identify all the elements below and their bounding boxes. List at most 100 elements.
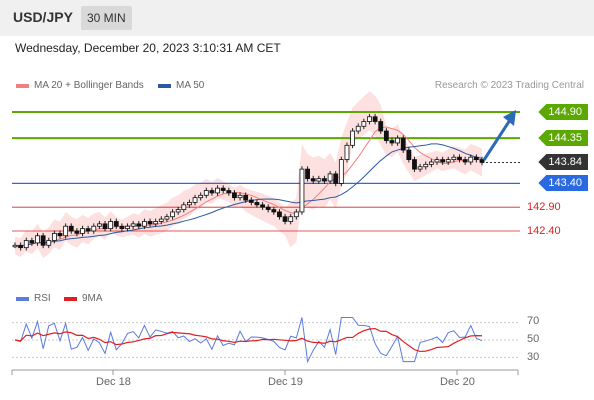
candle-body xyxy=(40,235,46,246)
candle-body xyxy=(457,156,462,161)
candle-body xyxy=(395,137,401,144)
ma50-swatch xyxy=(158,84,171,88)
candle-body xyxy=(130,223,136,227)
candle-body xyxy=(175,209,181,213)
candle-body xyxy=(338,159,344,184)
candle-body xyxy=(333,173,339,184)
candle-body xyxy=(215,187,220,194)
candle-body xyxy=(113,221,119,227)
candle-body xyxy=(260,204,265,208)
x-tick-dec19: Dec 19 xyxy=(268,376,303,388)
candle-body xyxy=(51,232,57,241)
forecast-arrow-head xyxy=(503,110,516,126)
pivot-label: 143.40 xyxy=(538,175,588,191)
candle-body xyxy=(187,202,192,206)
candle-body xyxy=(57,232,63,237)
candle-body xyxy=(91,225,97,232)
candle-body xyxy=(434,159,440,163)
candle-body xyxy=(12,244,18,248)
candle-body xyxy=(378,121,384,132)
candle-body xyxy=(232,192,237,199)
candle-body xyxy=(288,216,294,222)
candle-body xyxy=(125,225,130,230)
candle-body xyxy=(440,159,446,163)
symbol-title: USD/JPY xyxy=(13,9,73,25)
candle-body xyxy=(102,223,108,230)
candle-body xyxy=(198,194,204,199)
candle-body xyxy=(406,149,412,161)
candle-body xyxy=(226,190,232,194)
candle-body xyxy=(170,211,175,218)
candle-body xyxy=(462,159,468,163)
candle-body xyxy=(85,228,91,232)
candle-body xyxy=(209,190,215,194)
ma20-swatch xyxy=(16,84,29,88)
resistance-2-label: 144.90 xyxy=(538,104,588,120)
candle-body xyxy=(237,194,243,199)
x-tick-dec20: Dec 20 xyxy=(440,376,475,388)
ma20-legend: MA 20 + Bollinger Bands xyxy=(34,80,144,91)
bollinger-band xyxy=(15,91,482,259)
candle-body xyxy=(203,190,209,196)
candle-body xyxy=(350,130,355,146)
candle-body xyxy=(147,221,153,225)
candle-body xyxy=(322,178,327,182)
resistance-1-label: 144.35 xyxy=(538,130,588,146)
candle-body xyxy=(468,156,474,163)
rsi-level-30: 30 xyxy=(527,351,540,363)
ma50-legend: MA 50 xyxy=(176,80,205,91)
candle-body xyxy=(305,168,310,180)
candle-body xyxy=(23,240,29,249)
candle-body xyxy=(220,187,226,191)
candle-body xyxy=(158,218,164,222)
timeframe-badge[interactable]: 30 MIN xyxy=(81,6,132,30)
candle-body xyxy=(355,125,361,132)
rsi-line xyxy=(14,316,483,364)
candle-body xyxy=(18,244,24,249)
candle-body xyxy=(400,137,406,151)
candle-body xyxy=(479,159,485,163)
candle-body xyxy=(46,240,52,246)
candle-body xyxy=(271,209,277,213)
candle-body xyxy=(119,225,125,230)
candle-body xyxy=(74,230,80,234)
ma9-legend: 9MA xyxy=(82,293,103,304)
candle-body xyxy=(361,121,367,127)
header-bar: USD/JPY 30 MIN xyxy=(0,0,594,36)
rsi-level-70: 70 xyxy=(527,315,540,327)
timestamp: Wednesday, December 20, 2023 3:10:31 AM … xyxy=(15,41,281,55)
candle-body xyxy=(265,206,271,210)
support-2-label: 142.40 xyxy=(527,225,561,237)
research-credit: Research © 2023 Trading Central xyxy=(434,80,584,91)
candle-body xyxy=(327,173,333,182)
candle-body xyxy=(254,202,260,206)
candle-body xyxy=(136,223,142,227)
candle-body xyxy=(153,221,159,225)
candle-body xyxy=(80,228,85,234)
candle-body xyxy=(423,163,429,168)
candle-body xyxy=(417,166,423,170)
candle-body xyxy=(445,159,451,163)
candle-body xyxy=(29,240,35,244)
last-price-label: 143.84 xyxy=(538,154,588,170)
candle-body xyxy=(282,216,288,222)
candle-body xyxy=(164,216,170,220)
candle-body xyxy=(68,225,74,232)
candle-body xyxy=(299,168,305,213)
rsi-swatch xyxy=(16,297,29,301)
candle-body xyxy=(367,116,372,122)
candle-body xyxy=(316,178,322,182)
candle-body xyxy=(142,221,147,227)
candle-body xyxy=(428,161,434,165)
candle-body xyxy=(344,144,350,161)
candle-body xyxy=(96,223,102,227)
rsi-ma-line xyxy=(14,327,483,353)
support-1-label: 142.90 xyxy=(527,201,561,213)
rsi-level-50: 50 xyxy=(527,333,540,345)
candle-body xyxy=(383,130,389,141)
x-tick-dec18: Dec 18 xyxy=(96,376,131,388)
candle-body xyxy=(192,197,198,203)
ma9-swatch xyxy=(64,297,77,301)
candle-body xyxy=(35,235,40,244)
candle-body xyxy=(63,225,69,237)
